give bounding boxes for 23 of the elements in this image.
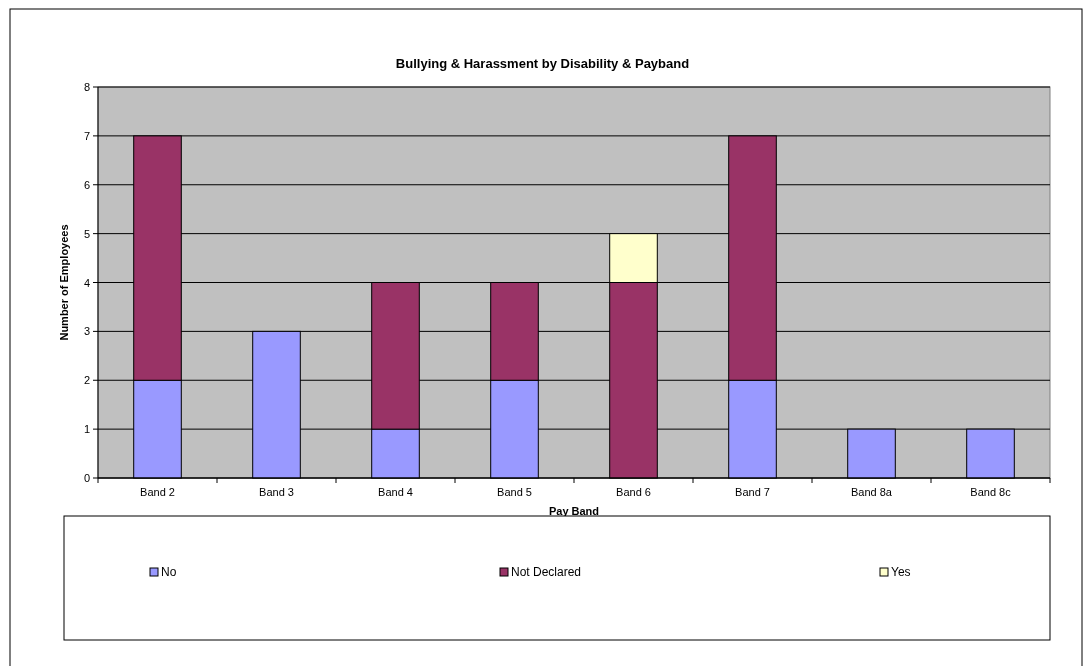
y-tick-label: 0 [83,472,90,484]
chart-title: Bullying & Harassment by Disability & Payband [395,56,690,71]
y-tick-label: 7 [83,129,90,142]
x-tick-label: Band 8c [970,486,1012,498]
y-tick-label: 8 [83,81,90,93]
legend-label: No [161,565,177,579]
x-tick-label: Band 2 [140,486,175,498]
y-tick-label: 1 [83,423,90,436]
x-tick-label: Band 3 [259,486,294,498]
x-tick-label: Band 6 [616,486,651,498]
x-tick-label: Band 4 [378,486,413,498]
y-axis-title: Number of Employees [58,224,70,341]
legend-label: Not Declared [511,565,582,579]
x-tick-label: Band 8a [851,486,893,498]
x-tick-label: Band 5 [497,486,532,498]
x-axis-title: Pay Band [548,505,600,517]
y-tick-label: 2 [83,374,90,387]
legend-label: Yes [891,565,911,579]
y-tick-label: 3 [83,325,90,338]
y-tick-label: 4 [83,276,90,289]
y-tick-label: 5 [83,227,90,240]
x-tick-label: Band 7 [735,486,770,498]
y-tick-label: 6 [83,178,90,191]
